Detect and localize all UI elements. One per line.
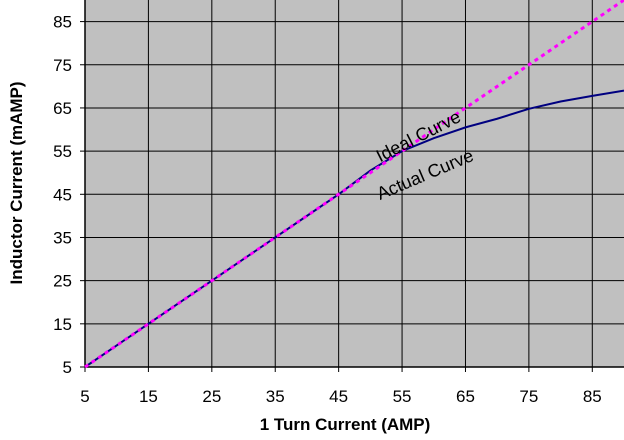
y-axis-title: Inductor Current (mAMP) [7, 81, 26, 284]
y-tick-label: 85 [53, 13, 72, 32]
x-tick-label: 5 [80, 387, 89, 406]
y-tick-label: 35 [53, 228, 72, 247]
actual-curve-line [84, 89, 624, 368]
y-tick-label: 45 [53, 185, 72, 204]
x-tick-label: 35 [266, 387, 285, 406]
x-tick-label: 25 [202, 387, 221, 406]
axes [80, 0, 624, 372]
y-tick-label: 5 [63, 358, 72, 377]
x-tick-label: 85 [583, 387, 602, 406]
y-tick-label: 55 [53, 142, 72, 161]
x-axis-title: 1 Turn Current (AMP) [260, 415, 431, 434]
y-tick-label: 75 [53, 56, 72, 75]
series-lines [84, 0, 624, 369]
tick-labels: 5 15 25 35 45 55 65 75 85 5 15 25 35 45 55 65 75 85 [53, 13, 602, 406]
x-tick-label: 55 [393, 387, 412, 406]
y-tick-label: 25 [53, 272, 72, 291]
x-tick-label: 75 [519, 387, 538, 406]
y-tick-label: 65 [53, 99, 72, 118]
x-tick-label: 15 [139, 387, 158, 406]
y-tick-label: 15 [53, 315, 72, 334]
x-tick-label: 65 [456, 387, 475, 406]
x-tick-label: 45 [329, 387, 348, 406]
